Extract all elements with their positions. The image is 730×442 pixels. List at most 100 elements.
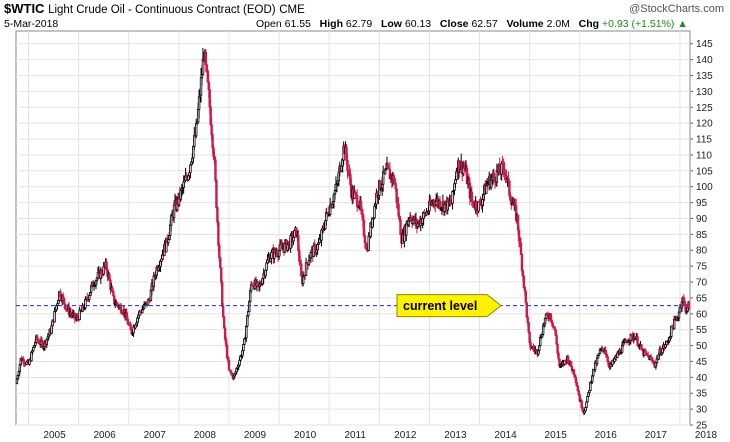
exchange: CME — [279, 4, 305, 16]
callout-arrow-shape — [396, 294, 502, 318]
y-tick-label: 90 — [696, 214, 708, 225]
candle-body — [557, 352, 560, 360]
candle-body — [539, 336, 542, 347]
candle-body — [242, 343, 245, 352]
y-tick-label: 100 — [696, 182, 713, 193]
x-tick-label: 2016 — [595, 430, 618, 441]
candle-body — [551, 322, 554, 327]
low-value: 60.13 — [404, 18, 432, 30]
x-tick-label: 2013 — [444, 430, 467, 441]
close-label: Close — [439, 18, 469, 30]
x-tick-label: 2011 — [344, 430, 366, 441]
candle-body — [524, 290, 527, 304]
candle-body — [112, 290, 115, 297]
candle-body — [553, 326, 556, 331]
candle-body — [566, 356, 570, 364]
candle-body — [270, 252, 273, 259]
quote-date: 5-Mar-2018 — [4, 18, 59, 30]
candle-body — [182, 181, 185, 188]
y-tick-label: 65 — [696, 293, 708, 304]
candle-body — [172, 204, 176, 218]
y-tick-label: 140 — [696, 55, 713, 66]
candle-body — [245, 325, 248, 339]
candle-body — [63, 303, 67, 310]
x-tick-label: 2014 — [494, 430, 517, 441]
chg-label: Chg — [578, 18, 600, 30]
candle-body — [53, 310, 56, 323]
open-label: Open — [256, 18, 282, 30]
callout-label: current level — [403, 299, 477, 313]
candle-body — [243, 338, 246, 345]
candle-body — [247, 311, 250, 317]
y-tick-label: 35 — [696, 389, 708, 400]
candle-body — [527, 322, 530, 333]
current-level-callout: current level — [396, 294, 502, 318]
candle-body — [204, 51, 208, 66]
y-tick-label: 120 — [696, 119, 713, 130]
candle-body — [167, 239, 170, 244]
y-tick-label: 95 — [696, 198, 708, 209]
y-tick-label: 70 — [696, 278, 708, 289]
y-tick-label: 60 — [696, 309, 708, 320]
candle-body — [595, 357, 599, 365]
candle-body — [88, 295, 91, 301]
x-tick-label: 2018 — [695, 430, 718, 441]
volume-value: 2.0M — [546, 18, 570, 30]
chg-value: +0.93 (+1.51%) — [602, 18, 675, 30]
y-tick-label: 55 — [696, 325, 708, 336]
y-tick-label: 105 — [696, 166, 713, 177]
x-tick-label: 2012 — [394, 430, 417, 441]
x-tick-label: 2017 — [645, 430, 668, 441]
candle-body — [585, 401, 588, 408]
candle-body — [221, 305, 225, 318]
y-tick-label: 110 — [696, 150, 712, 161]
y-tick-label: 145 — [696, 39, 713, 50]
y-tick-label: 30 — [696, 405, 708, 416]
x-tick-label: 2015 — [545, 430, 568, 441]
volume-label: Volume — [506, 18, 544, 30]
candle-body — [248, 301, 251, 312]
y-tick-label: 125 — [696, 103, 713, 114]
x-tick-label: 2007 — [144, 430, 167, 441]
candle-body — [217, 221, 220, 246]
y-tick-label: 75 — [696, 262, 708, 273]
candle-body — [200, 74, 204, 79]
symbol: $WTIC — [4, 1, 45, 16]
candle-body — [195, 123, 198, 137]
candle-body — [451, 190, 454, 204]
candle-body — [214, 159, 217, 181]
candle-body — [32, 346, 35, 352]
description: Light Crude Oil - Continuous Contract (E… — [48, 4, 276, 16]
open-value: 61.55 — [284, 18, 311, 30]
y-tick-label: 50 — [696, 341, 708, 352]
candle-body — [216, 207, 219, 223]
close-value: 62.57 — [471, 18, 498, 30]
candle-body — [219, 257, 222, 269]
candle-body — [526, 316, 529, 323]
candle-body — [555, 335, 558, 345]
candle-body — [405, 223, 408, 236]
x-tick-label: 2005 — [43, 430, 66, 441]
candle-body — [292, 236, 295, 242]
up-arrow-icon: ▲ — [677, 18, 688, 30]
candles — [15, 48, 690, 416]
y-tick-label: 130 — [696, 87, 713, 98]
y-tick-label: 115 — [696, 135, 712, 146]
candle-body — [394, 183, 397, 190]
chart-title: $WTIC Light Crude Oil - Continuous Contr… — [4, 1, 305, 16]
y-tick-label: 85 — [696, 230, 708, 241]
candle-body — [316, 243, 319, 251]
x-tick-label: 2008 — [194, 430, 217, 441]
y-tick-label: 80 — [696, 246, 708, 257]
candle-body — [221, 281, 224, 307]
x-axis: 2005 2006 2007 2008 2009 2010 2011 2012 2013 2014… — [43, 430, 717, 441]
high-label: High — [319, 18, 343, 30]
candle-body — [215, 180, 218, 209]
x-tick-label: 2006 — [94, 430, 117, 441]
candle-body — [193, 135, 196, 147]
candle-body — [62, 297, 66, 305]
candle-body — [307, 259, 311, 266]
x-tick-label: 2009 — [244, 430, 267, 441]
candle-body — [169, 215, 173, 226]
